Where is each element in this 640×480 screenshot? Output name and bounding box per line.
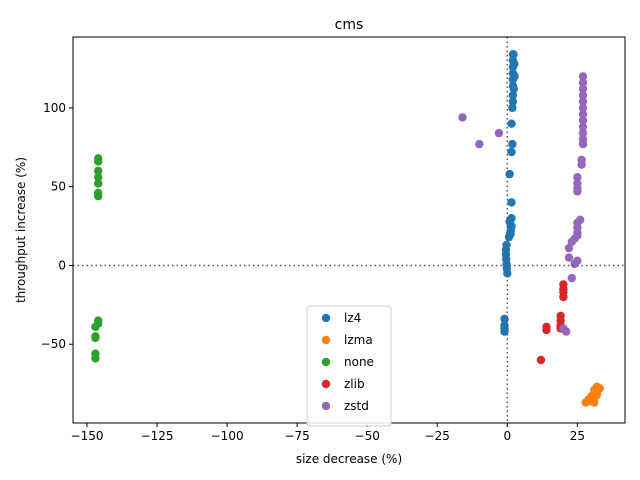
point-zstd-32 bbox=[458, 113, 467, 122]
point-none-3 bbox=[94, 173, 103, 182]
point-zstd-17 bbox=[573, 187, 582, 196]
x-tick-label: 0 bbox=[503, 429, 511, 443]
y-tick-label: 0 bbox=[58, 258, 66, 272]
point-none-4 bbox=[94, 179, 103, 188]
point-lz4-7 bbox=[508, 97, 518, 106]
series-lz4 bbox=[500, 50, 519, 336]
legend-marker-lz4 bbox=[321, 313, 331, 323]
point-none-11 bbox=[91, 333, 100, 343]
point-zstd-0 bbox=[578, 72, 588, 81]
points-layer bbox=[91, 50, 604, 407]
y-tick-label: −50 bbox=[41, 337, 66, 351]
point-zstd-25 bbox=[564, 243, 574, 253]
x-tick-label: −125 bbox=[141, 429, 174, 443]
point-lz4-12 bbox=[509, 50, 518, 59]
point-lz4-11 bbox=[507, 147, 516, 157]
point-lzma-12 bbox=[584, 396, 593, 406]
point-zstd-28 bbox=[570, 259, 579, 269]
y-tick-label: 100 bbox=[43, 101, 66, 115]
point-zlib-3 bbox=[559, 292, 568, 302]
point-zstd-11 bbox=[578, 139, 588, 149]
legend: lz4 lzma none zlib zstd bbox=[306, 305, 392, 427]
point-none-6 bbox=[94, 191, 103, 201]
point-lz4-13 bbox=[510, 59, 519, 68]
point-zstd-4 bbox=[578, 97, 588, 106]
point-zstd-13 bbox=[577, 160, 586, 169]
point-zstd-5 bbox=[578, 103, 588, 113]
point-none-1 bbox=[94, 157, 103, 166]
series-lzma bbox=[581, 382, 604, 407]
point-zlib-9 bbox=[542, 325, 551, 335]
x-tick-label: −50 bbox=[355, 429, 380, 443]
point-zstd-29 bbox=[567, 273, 576, 283]
chart-title: cms bbox=[335, 17, 364, 33]
point-none-2 bbox=[94, 166, 103, 176]
legend-marker-zstd bbox=[321, 401, 331, 411]
point-zstd-31 bbox=[562, 327, 571, 336]
point-zstd-34 bbox=[494, 128, 504, 138]
legend-box bbox=[306, 305, 392, 427]
series-none bbox=[91, 154, 103, 363]
point-zstd-26 bbox=[564, 253, 574, 262]
series-zlib bbox=[536, 280, 568, 365]
point-zstd-24 bbox=[567, 237, 576, 246]
x-axis-label: size decrease (%) bbox=[296, 452, 402, 466]
point-lzma-10 bbox=[590, 385, 599, 395]
x-tick-label: −75 bbox=[284, 429, 309, 443]
point-zstd-7 bbox=[578, 116, 588, 125]
legend-label-lz4: lz4 bbox=[344, 311, 361, 325]
point-zstd-8 bbox=[578, 122, 588, 131]
point-lz4-9 bbox=[507, 119, 516, 128]
point-lz4-24 bbox=[507, 223, 516, 232]
point-lz4-15 bbox=[509, 84, 518, 94]
point-lz4-33 bbox=[503, 269, 512, 278]
point-zstd-1 bbox=[578, 78, 588, 87]
point-none-13 bbox=[91, 354, 100, 363]
legend-label-lzma: lzma bbox=[344, 333, 373, 347]
point-lz4-6 bbox=[508, 91, 518, 100]
point-lz4-26 bbox=[506, 229, 515, 239]
point-zlib-10 bbox=[536, 355, 546, 365]
point-lz4-8 bbox=[508, 103, 517, 113]
y-axis-label: throughput increase (%) bbox=[14, 157, 28, 303]
point-zstd-14 bbox=[573, 173, 582, 182]
point-lzma-13 bbox=[591, 392, 600, 401]
point-zstd-3 bbox=[578, 91, 588, 100]
point-lz4-17 bbox=[507, 198, 516, 207]
legend-label-zstd: zstd bbox=[344, 399, 369, 413]
y-tick-label: 50 bbox=[51, 180, 66, 194]
legend-marker-zlib bbox=[321, 379, 331, 389]
legend-label-none: none bbox=[344, 355, 374, 369]
point-lz4-10 bbox=[508, 139, 517, 149]
legend-marker-lzma bbox=[321, 335, 331, 345]
point-zstd-2 bbox=[578, 84, 588, 94]
legend-marker-none bbox=[321, 357, 331, 367]
point-lz4-25 bbox=[505, 217, 514, 226]
x-tick-label: −150 bbox=[71, 429, 104, 443]
x-tick-label: 25 bbox=[570, 429, 585, 443]
x-tick-label: −100 bbox=[211, 429, 244, 443]
y-axis-ticks: −50 0 50 100 bbox=[41, 101, 73, 351]
x-axis-ticks: −150 −125 −100 −75 −50 −25 0 25 bbox=[71, 423, 585, 443]
point-zstd-9 bbox=[578, 128, 588, 138]
x-tick-label: −25 bbox=[425, 429, 450, 443]
point-none-9 bbox=[91, 322, 100, 332]
legend-label-zlib: zlib bbox=[344, 377, 365, 391]
point-zstd-33 bbox=[475, 139, 484, 149]
point-lz4-14 bbox=[510, 72, 519, 81]
series-zstd bbox=[458, 72, 588, 336]
point-zstd-6 bbox=[578, 110, 588, 119]
reference-lines bbox=[73, 37, 625, 423]
